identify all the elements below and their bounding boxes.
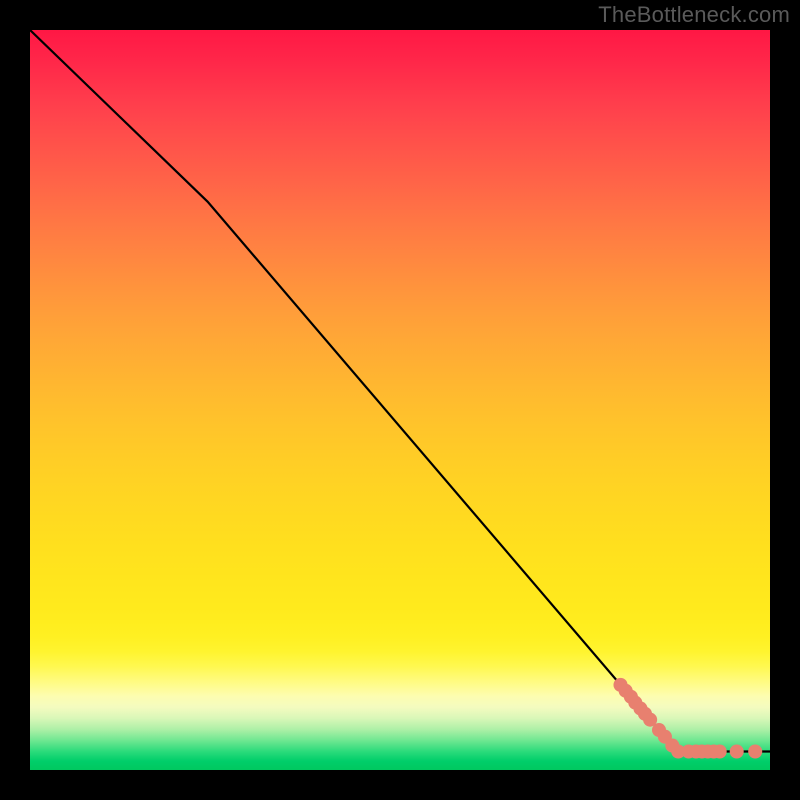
data-point-marker — [713, 744, 727, 758]
data-point-marker — [748, 744, 762, 758]
data-point-marker — [730, 744, 744, 758]
watermark-text: TheBottleneck.com — [598, 2, 790, 28]
data-markers — [30, 30, 770, 770]
plot-area — [30, 30, 770, 770]
